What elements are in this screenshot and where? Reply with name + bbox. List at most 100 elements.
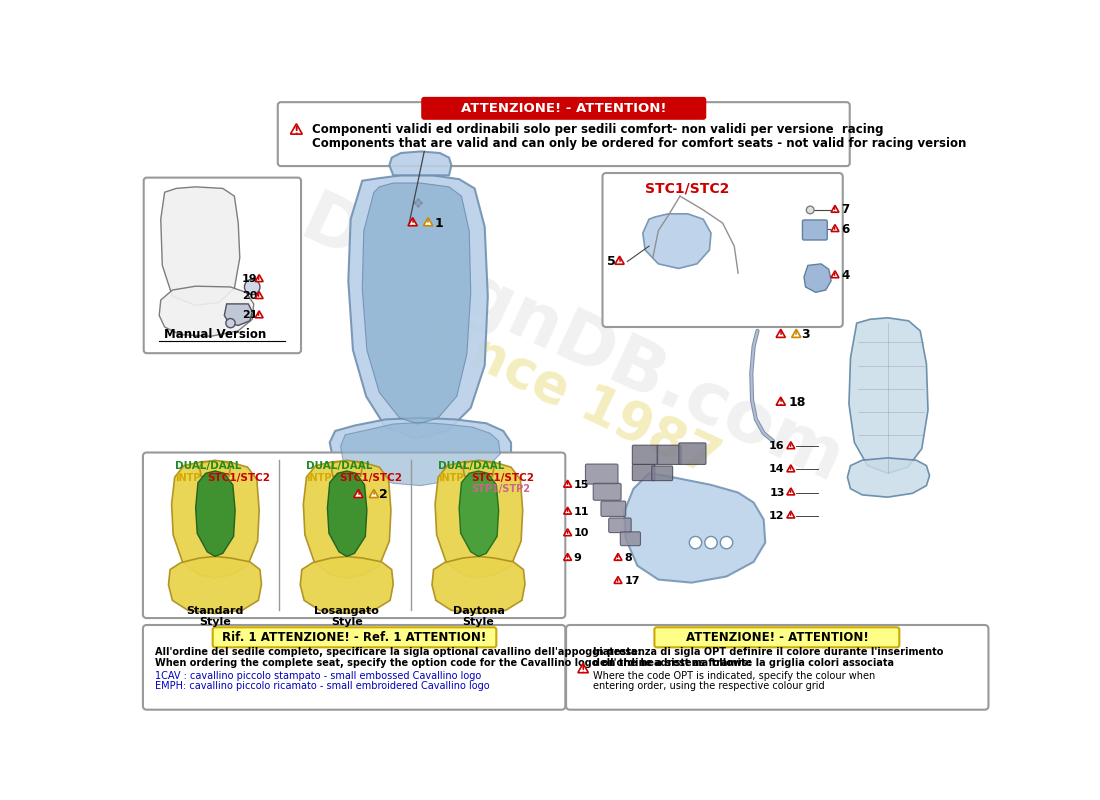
- Text: !: !: [257, 277, 261, 282]
- Polygon shape: [432, 557, 525, 614]
- FancyBboxPatch shape: [601, 501, 626, 517]
- Circle shape: [720, 537, 733, 549]
- Text: 10: 10: [574, 528, 590, 538]
- Text: 1CAV : cavallino piccolo stampato - small embossed Cavallino logo: 1CAV : cavallino piccolo stampato - smal…: [154, 671, 481, 681]
- Polygon shape: [161, 187, 240, 306]
- Text: 9: 9: [574, 553, 582, 563]
- Text: !: !: [581, 666, 585, 675]
- Text: In presenza di sigla OPT definire il colore durante l'inserimento: In presenza di sigla OPT definire il col…: [593, 647, 944, 657]
- FancyBboxPatch shape: [212, 627, 496, 647]
- Text: Standard
Style: Standard Style: [186, 606, 244, 627]
- Text: !: !: [565, 482, 570, 488]
- Text: !: !: [779, 398, 783, 407]
- Polygon shape: [330, 418, 512, 490]
- FancyBboxPatch shape: [654, 627, 900, 647]
- Text: 13: 13: [769, 487, 784, 498]
- Text: INTP: INTP: [438, 473, 464, 483]
- Text: STC1/STC2: STC1/STC2: [207, 473, 271, 483]
- Polygon shape: [328, 471, 367, 557]
- Text: DUAL/DAAL: DUAL/DAAL: [307, 462, 373, 471]
- Circle shape: [690, 537, 702, 549]
- Text: Rif. 1 ATTENZIONE! - Ref. 1 ATTENTION!: Rif. 1 ATTENZIONE! - Ref. 1 ATTENTION!: [222, 631, 486, 644]
- Polygon shape: [341, 422, 500, 486]
- Polygon shape: [300, 557, 394, 614]
- Polygon shape: [563, 554, 572, 560]
- Polygon shape: [436, 461, 522, 578]
- Polygon shape: [196, 471, 235, 557]
- Text: !: !: [789, 444, 792, 450]
- FancyBboxPatch shape: [620, 532, 640, 546]
- FancyBboxPatch shape: [608, 518, 631, 533]
- Text: 2: 2: [379, 488, 388, 502]
- FancyBboxPatch shape: [603, 173, 843, 327]
- Text: INTP: INTP: [307, 473, 332, 483]
- FancyBboxPatch shape: [657, 445, 681, 465]
- Polygon shape: [255, 291, 263, 298]
- Text: ATTENZIONE! - ATTENTION!: ATTENZIONE! - ATTENTION!: [461, 102, 667, 115]
- Text: !: !: [779, 330, 783, 340]
- Polygon shape: [830, 225, 839, 231]
- Text: STP1/STP2: STP1/STP2: [471, 485, 530, 494]
- Text: 1: 1: [434, 217, 443, 230]
- Polygon shape: [290, 124, 303, 134]
- Text: 20: 20: [242, 291, 257, 302]
- Text: since 1987: since 1987: [416, 306, 727, 487]
- Text: !: !: [617, 258, 621, 266]
- Text: !: !: [789, 513, 792, 519]
- Text: When ordering the complete seat, specify the option code for the Cavallino logo : When ordering the complete seat, specify…: [154, 658, 751, 669]
- Polygon shape: [786, 511, 795, 518]
- Text: 11: 11: [574, 507, 590, 517]
- FancyBboxPatch shape: [143, 625, 565, 710]
- Polygon shape: [614, 577, 622, 583]
- Text: !: !: [257, 313, 261, 319]
- Polygon shape: [362, 183, 471, 424]
- Text: 21: 21: [242, 310, 257, 321]
- Polygon shape: [642, 214, 711, 269]
- FancyBboxPatch shape: [143, 453, 565, 618]
- Text: !: !: [616, 578, 619, 585]
- Polygon shape: [624, 474, 766, 582]
- Circle shape: [806, 206, 814, 214]
- Text: DesignDB.com: DesignDB.com: [289, 186, 854, 498]
- Text: !: !: [834, 273, 837, 279]
- Polygon shape: [331, 460, 362, 476]
- Text: 3: 3: [802, 328, 811, 341]
- Polygon shape: [389, 151, 451, 175]
- Polygon shape: [563, 529, 572, 536]
- Text: 7: 7: [842, 203, 849, 217]
- FancyBboxPatch shape: [278, 102, 849, 166]
- Polygon shape: [438, 485, 483, 519]
- Polygon shape: [804, 264, 832, 292]
- Text: All'ordine del sedile completo, specificare la sigla optional cavallino dell'app: All'ordine del sedile completo, specific…: [154, 647, 641, 657]
- Circle shape: [705, 537, 717, 549]
- Text: INTP: INTP: [175, 473, 200, 483]
- Text: STC1/STC2: STC1/STC2: [645, 182, 729, 195]
- Text: !: !: [789, 467, 792, 473]
- Text: Losangato
Style: Losangato Style: [315, 606, 379, 627]
- Polygon shape: [614, 554, 622, 560]
- FancyBboxPatch shape: [593, 483, 622, 500]
- Text: !: !: [565, 555, 570, 562]
- Polygon shape: [830, 206, 839, 212]
- Polygon shape: [349, 175, 487, 438]
- Polygon shape: [424, 218, 432, 226]
- Text: !: !: [794, 330, 799, 340]
- Text: !: !: [616, 555, 619, 562]
- Polygon shape: [777, 330, 785, 338]
- Text: 6: 6: [842, 222, 849, 236]
- Text: dell'ordine a sistema tramite la griglia colori associata: dell'ordine a sistema tramite la griglia…: [593, 658, 894, 669]
- Polygon shape: [366, 485, 412, 519]
- Polygon shape: [304, 461, 390, 578]
- FancyBboxPatch shape: [679, 443, 706, 465]
- FancyBboxPatch shape: [632, 445, 658, 465]
- Polygon shape: [563, 507, 572, 514]
- FancyBboxPatch shape: [422, 98, 705, 119]
- Text: ❖: ❖: [411, 197, 425, 210]
- Polygon shape: [849, 318, 928, 474]
- FancyBboxPatch shape: [585, 464, 618, 484]
- Polygon shape: [615, 256, 624, 264]
- Polygon shape: [786, 488, 795, 495]
- Text: 14: 14: [769, 465, 784, 474]
- Text: 4: 4: [842, 269, 849, 282]
- Polygon shape: [777, 397, 785, 405]
